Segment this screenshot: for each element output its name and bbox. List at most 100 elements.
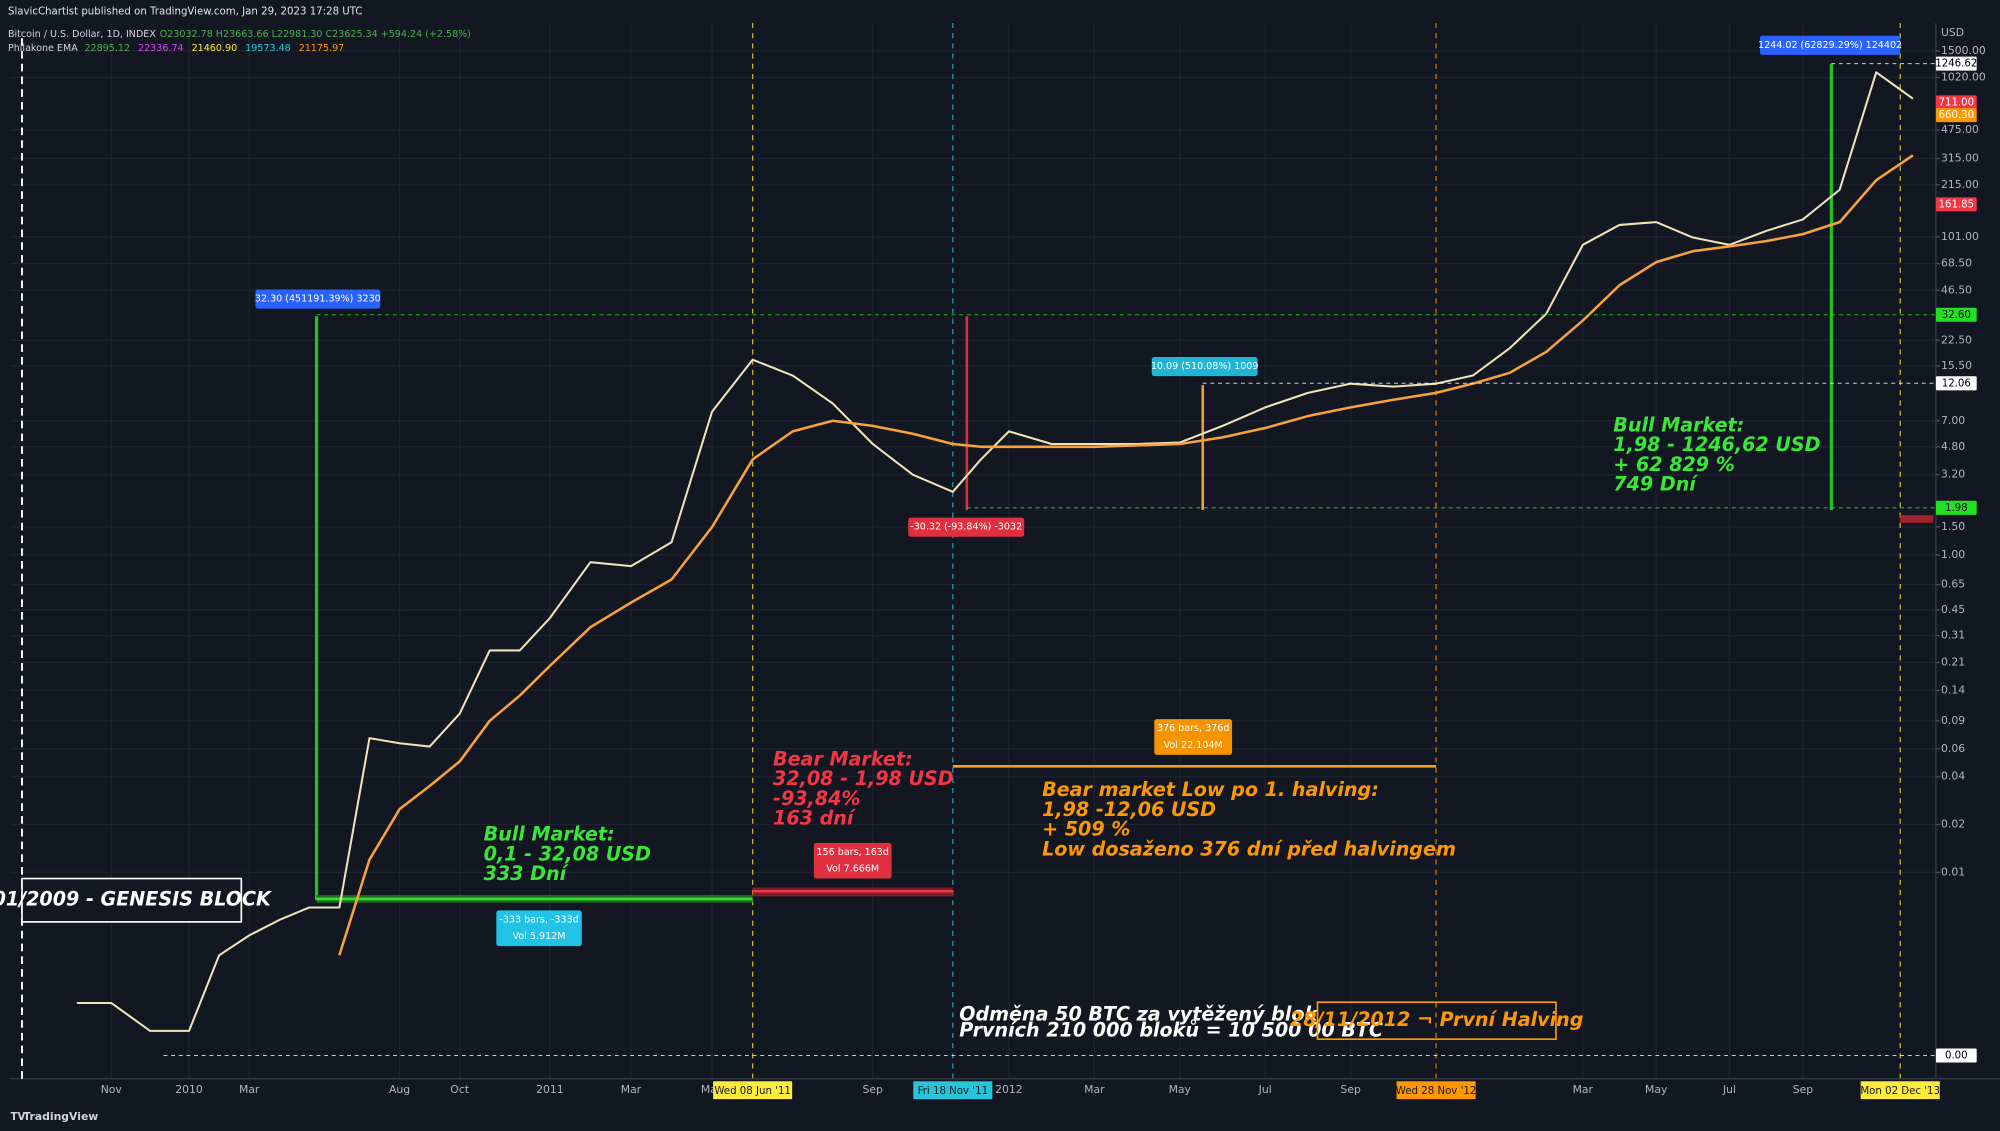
measure-box bbox=[1759, 35, 1901, 55]
y-tick-label: 0.01 bbox=[1941, 865, 1965, 878]
y-tick-label: 7.00 bbox=[1941, 414, 1965, 427]
grid bbox=[10, 22, 1940, 1079]
price-label: 161.85 bbox=[1938, 199, 1974, 210]
date-label: Fri 18 Nov '11 bbox=[918, 1086, 988, 1097]
logo: TV bbox=[11, 1112, 26, 1123]
y-tick-label: 68.50 bbox=[1941, 257, 1972, 270]
footer: TradingView bbox=[23, 1110, 98, 1123]
date-label: Mon 02 Dec '13 bbox=[1860, 1086, 1940, 1097]
x-tick-label: Mar bbox=[621, 1083, 642, 1096]
x-tick-label: Nov bbox=[101, 1083, 123, 1096]
ema-value: 21175.97 bbox=[299, 43, 345, 54]
measure-box bbox=[908, 517, 1025, 537]
measure-box bbox=[813, 842, 892, 879]
annotation: 333 Dní bbox=[484, 862, 569, 885]
y-tick-label: 4.80 bbox=[1941, 440, 1965, 453]
measure-label: 376 bars, 376d bbox=[1157, 723, 1229, 734]
measure-label: -333 bars, -333d bbox=[499, 914, 578, 925]
ema-value: 19573.48 bbox=[245, 43, 291, 54]
labels: 1500.00 1020.00 475.00 315.00 215.00 101.00 68… bbox=[0, 35, 1986, 1100]
x-tick-label: Jul bbox=[1258, 1083, 1272, 1096]
annotation: 0,1 - 32,08 USD bbox=[484, 842, 651, 865]
measure-label: 156 bars, 163d bbox=[817, 847, 889, 858]
annotation: Bear Market: bbox=[773, 747, 913, 770]
y-tick-label: 475.00 bbox=[1941, 123, 1979, 136]
ema-value: 21460.90 bbox=[192, 43, 238, 54]
y-tick-label: 0.31 bbox=[1941, 629, 1965, 642]
y-tick-label: 315.00 bbox=[1941, 151, 1979, 164]
y-tick-label: 3.20 bbox=[1941, 468, 1965, 481]
y-tick-label: 0.45 bbox=[1941, 603, 1965, 616]
ohlc: O23032.78 H23663.66 L22981.30 C23625.34 … bbox=[160, 29, 471, 40]
x-tick-label: Mar bbox=[239, 1083, 260, 1096]
price-label-box bbox=[1935, 95, 1977, 110]
y-tick-label: 0.02 bbox=[1941, 817, 1965, 830]
ema-value: 22895.12 bbox=[84, 43, 130, 54]
y-tick-label: 1500.00 bbox=[1941, 44, 1986, 57]
annotation: Low dosaženo 376 dní před halvingem bbox=[1042, 837, 1456, 860]
x-tick-label: Aug bbox=[389, 1083, 410, 1096]
x-tick-label: Oct bbox=[450, 1083, 469, 1096]
y-tick-label: 1.50 bbox=[1941, 520, 1965, 533]
x-tick-label: May bbox=[1169, 1083, 1192, 1096]
annotation: + 509 % bbox=[1042, 818, 1130, 841]
y-tick-label: 0.21 bbox=[1941, 655, 1965, 668]
x-tick-label: Mar bbox=[1573, 1083, 1594, 1096]
x-tick-label: Mar bbox=[1084, 1083, 1105, 1096]
date-label-box bbox=[1396, 1081, 1476, 1100]
x-tick-label: 2010 bbox=[175, 1083, 203, 1096]
x-tick-label: Sep bbox=[1340, 1083, 1361, 1096]
price-label-box bbox=[1935, 307, 1977, 322]
publisher: SlavicChartist published on TradingView.… bbox=[8, 6, 363, 17]
y-tick-label: 215.00 bbox=[1941, 178, 1979, 191]
series-line bbox=[76, 71, 1914, 1032]
price-label-box bbox=[1935, 376, 1977, 391]
y-tick-label: 1020.00 bbox=[1941, 70, 1986, 83]
price-label: 711.00 bbox=[1938, 97, 1974, 108]
y-tick-label: 0.09 bbox=[1941, 714, 1965, 727]
date-label: Wed 28 Nov '12 bbox=[1396, 1086, 1477, 1097]
measure-label: Vol 5.912M bbox=[513, 931, 566, 942]
x-tick-label: May bbox=[1645, 1083, 1668, 1096]
annotation: Bull Market: bbox=[484, 823, 615, 846]
annotation: 1,98 - 1246,62 USD bbox=[1613, 433, 1820, 456]
price-label-box bbox=[1935, 108, 1977, 123]
y-tick-label: 46.50 bbox=[1941, 283, 1972, 296]
annotation: Prvních 210 000 bloků = 10 500 00 BTC bbox=[959, 1018, 1383, 1041]
price-label-box bbox=[1935, 56, 1977, 71]
x-tick-label: Jul bbox=[1722, 1083, 1736, 1096]
y-tick-label: 15.50 bbox=[1941, 359, 1972, 372]
annotation: Odměna 50 BTC za vytěžený blok bbox=[959, 1002, 1318, 1025]
measure-box bbox=[1151, 357, 1258, 377]
measure-box bbox=[496, 910, 582, 947]
box-label: 28/11/2012 ¬ První Halving bbox=[1290, 1008, 1584, 1031]
date-label-box bbox=[913, 1081, 993, 1100]
annotation: Bull Market: bbox=[1613, 413, 1744, 436]
y-tick-label: 101.00 bbox=[1941, 230, 1979, 243]
price-label: 0.00 bbox=[1945, 1051, 1968, 1062]
x-tick-label: 2012 bbox=[995, 1083, 1023, 1096]
price-label: 12.06 bbox=[1942, 378, 1971, 389]
indicator: Philakone EMA bbox=[8, 43, 78, 54]
date-label-box bbox=[1860, 1081, 1940, 1100]
price-label-box bbox=[1935, 1048, 1977, 1063]
measure-band bbox=[1900, 515, 1934, 523]
annotation: 749 Dní bbox=[1613, 473, 1698, 496]
annotation: 163 dní bbox=[773, 807, 856, 830]
annotation: -93,84% bbox=[773, 787, 861, 810]
measure-label: Vol 22.104M bbox=[1164, 740, 1223, 751]
measure-label: -30.32 (-93.84%) -3032 bbox=[910, 522, 1022, 533]
ema-value: 22336.74 bbox=[138, 43, 184, 54]
x-tick-label: Sep bbox=[1793, 1083, 1814, 1096]
box-label: 01/2009 - GENESIS BLOCK bbox=[0, 888, 272, 911]
series-line bbox=[338, 154, 1914, 956]
price-label: 1.98 bbox=[1945, 503, 1968, 514]
y-tick-label: 22.50 bbox=[1941, 333, 1972, 346]
text-box bbox=[21, 877, 243, 923]
annotation: 1,98 -12,06 USD bbox=[1042, 798, 1216, 821]
y-tick-label: 0.04 bbox=[1941, 770, 1965, 783]
measure-label: 1244.02 (62829.29%) 124402 bbox=[1758, 40, 1902, 51]
